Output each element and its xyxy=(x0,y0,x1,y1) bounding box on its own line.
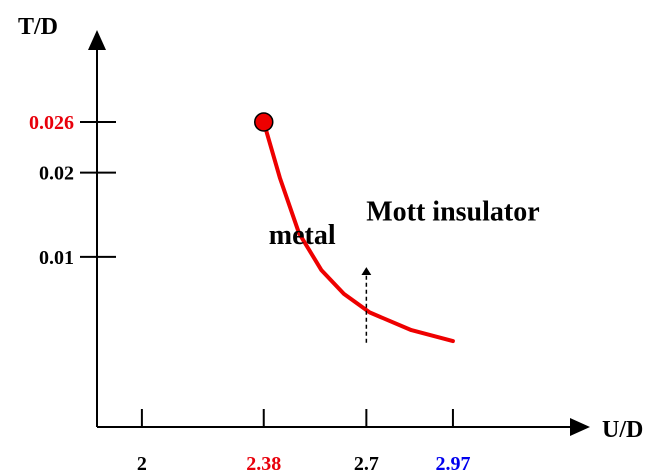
annotation-metal: metal xyxy=(269,220,336,251)
phase-boundary-line-0 xyxy=(261,120,455,344)
y-tick-label-2: 0.026 xyxy=(29,112,74,134)
x-ticks: 2 2.38 2.7 2.97 xyxy=(137,409,470,474)
x-axis-title: U/D xyxy=(602,417,643,443)
x-tick-label-3: 2.97 xyxy=(435,453,470,474)
y-ticks: 0.01 0.02 0.026 xyxy=(29,112,116,269)
x-axis-arrowhead xyxy=(570,418,590,436)
series-layer xyxy=(261,120,455,344)
critical-endpoint-marker xyxy=(253,112,274,132)
y-axis-arrowhead xyxy=(88,30,106,50)
annotation-mott-insulator: Mott insulator xyxy=(366,197,539,228)
x-tick-label-1: 2.38 xyxy=(246,453,281,474)
y-axis-title: T/D xyxy=(18,14,58,40)
marker-layer xyxy=(253,112,372,343)
x-tick-label-0: 2 xyxy=(137,453,147,474)
x-tick-label-2: 2.7 xyxy=(354,453,379,474)
y-tick-label-0: 0.01 xyxy=(39,247,74,269)
y-tick-label-1: 0.02 xyxy=(39,163,74,185)
